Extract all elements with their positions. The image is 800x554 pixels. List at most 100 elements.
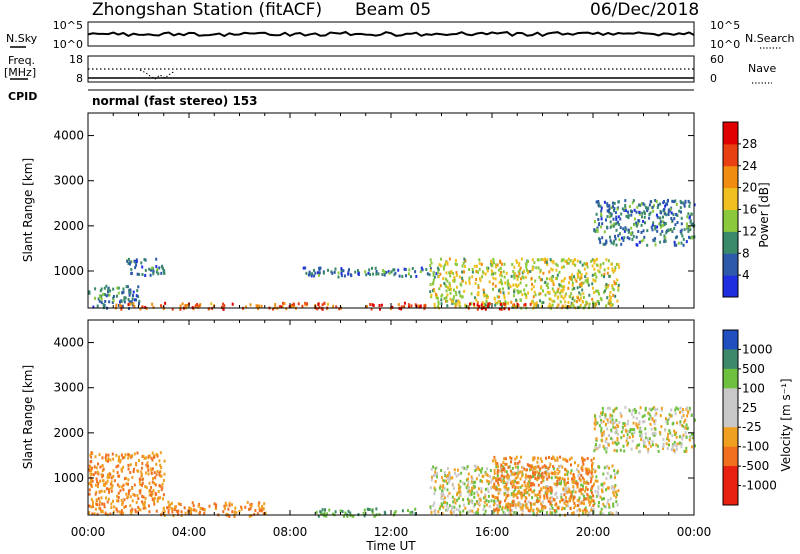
velocity-cell xyxy=(592,511,595,514)
velocity-cell xyxy=(378,512,381,516)
velocity-cell xyxy=(601,410,604,414)
power-cell xyxy=(638,203,641,207)
velocity-cell xyxy=(616,503,619,507)
velocity-cell xyxy=(557,466,560,470)
velocity-cell xyxy=(462,481,465,485)
power-cell xyxy=(455,293,458,297)
velocity-cell xyxy=(636,426,639,430)
power-cell xyxy=(135,260,138,264)
power-cell xyxy=(128,257,130,261)
velocity-cell xyxy=(187,512,190,516)
power-cell xyxy=(307,273,310,277)
velocity-cell xyxy=(131,476,134,479)
velocity-cell xyxy=(501,465,504,469)
velocity-cell xyxy=(456,498,459,502)
velocity-cell xyxy=(521,503,524,507)
velocity-cell xyxy=(521,484,524,488)
power-cell xyxy=(567,261,570,265)
velocity-cell xyxy=(572,511,575,515)
velocity-cell xyxy=(499,488,502,492)
velocity-cell xyxy=(496,496,499,500)
velocity-colorbar-tick-label: -100 xyxy=(742,440,769,454)
power-cell xyxy=(318,271,321,275)
velocity-cell xyxy=(123,498,126,502)
power-cell xyxy=(672,213,675,217)
velocity-cell xyxy=(496,471,499,475)
velocity-cell xyxy=(124,453,127,457)
velocity-cell xyxy=(433,486,436,490)
velocity-cell xyxy=(602,512,605,516)
velocity-cell xyxy=(527,500,530,504)
velocity-cell xyxy=(261,504,264,508)
power-cell xyxy=(94,287,97,291)
velocity-cell xyxy=(139,508,142,512)
velocity-cell xyxy=(262,507,265,511)
power-cell xyxy=(393,268,396,272)
velocity-cell xyxy=(474,503,476,506)
velocity-cell xyxy=(616,437,619,440)
power-cell xyxy=(478,261,481,265)
power-cell xyxy=(525,284,528,287)
power-cell xyxy=(612,205,615,209)
power-cell xyxy=(453,279,456,282)
velocity-plot-area xyxy=(88,405,696,518)
velocity-cell xyxy=(595,443,597,447)
velocity-cell xyxy=(93,465,96,469)
velocity-cell xyxy=(510,456,513,460)
velocity-cell xyxy=(570,456,573,460)
velocity-cell xyxy=(88,511,91,515)
power-cell xyxy=(475,298,478,302)
velocity-cell xyxy=(177,512,179,516)
power-cell xyxy=(129,291,132,294)
power-cell xyxy=(293,303,296,307)
velocity-cell xyxy=(503,479,505,483)
velocity-cell xyxy=(91,479,94,483)
power-cell xyxy=(527,260,529,263)
velocity-cell xyxy=(586,457,589,460)
velocity-cell xyxy=(583,480,586,484)
power-cell xyxy=(628,205,631,208)
power-cell xyxy=(308,270,311,274)
velocity-cell xyxy=(643,442,646,446)
power-cell xyxy=(622,227,625,231)
power-cell xyxy=(463,270,465,274)
velocity-cell xyxy=(604,416,607,420)
velocity-cell xyxy=(90,472,93,476)
power-cell xyxy=(599,204,602,208)
velocity-cell xyxy=(158,459,161,463)
power-cell xyxy=(571,302,574,306)
velocity-cell xyxy=(615,495,618,499)
velocity-cell xyxy=(172,514,175,518)
power-cell xyxy=(397,303,400,307)
velocity-cell xyxy=(548,475,551,479)
velocity-cell xyxy=(681,424,683,427)
velocity-cell xyxy=(547,487,549,491)
velocity-cell xyxy=(149,467,152,471)
velocity-cell xyxy=(584,467,587,471)
power-cell xyxy=(527,291,530,295)
power-cell xyxy=(627,228,630,232)
power-cell xyxy=(620,212,623,216)
velocity-cell xyxy=(541,504,544,508)
velocity-cell xyxy=(445,504,448,508)
velocity-cell xyxy=(644,436,647,440)
velocity-cell xyxy=(453,505,456,509)
velocity-cell xyxy=(613,448,616,452)
velocity-cell xyxy=(549,486,552,489)
velocity-cell xyxy=(493,486,496,490)
velocity-cell xyxy=(90,451,93,455)
power-cell xyxy=(258,304,260,308)
velocity-cell xyxy=(611,437,614,441)
velocity-cell xyxy=(151,480,154,484)
velocity-cell xyxy=(547,485,550,489)
velocity-cell xyxy=(503,467,505,470)
velocity-cell xyxy=(545,472,548,476)
velocity-cell xyxy=(470,475,473,479)
velocity-cell xyxy=(107,473,109,477)
power-cell xyxy=(535,266,538,270)
velocity-cell xyxy=(110,480,113,484)
power-cell xyxy=(485,296,488,300)
velocity-cell xyxy=(601,406,604,410)
power-cell xyxy=(570,275,573,279)
